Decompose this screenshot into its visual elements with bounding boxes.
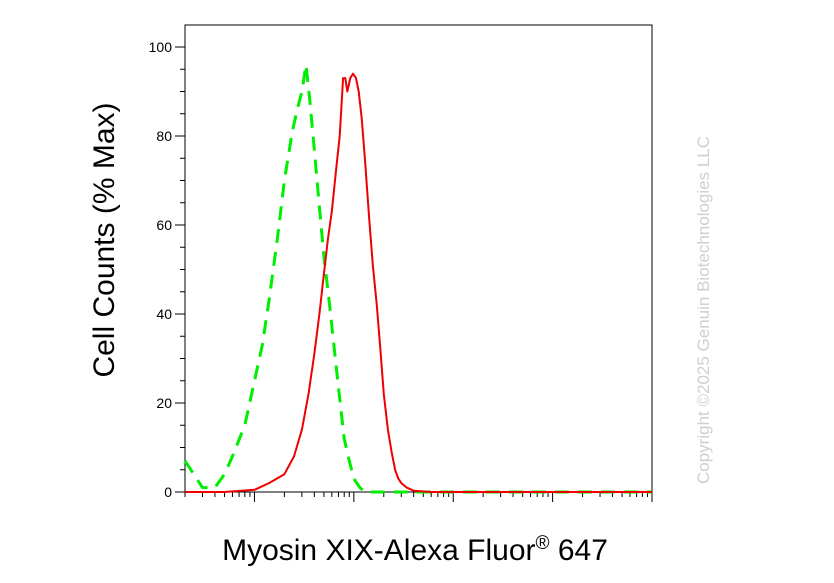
x-axis-label: Myosin XIX-Alexa Fluor® 647 <box>150 533 680 568</box>
y-axis-label: Cell Counts (% Max) <box>88 102 121 378</box>
y-axis: 0 20 40 60 80 100 <box>149 39 185 500</box>
y-tick-label: 40 <box>156 306 172 322</box>
x-axis-label-suffix: 647 <box>549 534 608 567</box>
x-axis-label-main: Myosin XIX-Alexa Fluor <box>222 534 536 567</box>
y-tick-label: 80 <box>156 128 172 144</box>
registered-mark: ® <box>535 533 550 554</box>
copyright-watermark: Copyright ©2025 Genuin Biotechnologies L… <box>694 135 713 484</box>
plot-area <box>184 24 653 493</box>
y-tick-label: 0 <box>164 484 172 500</box>
y-tick-label: 60 <box>156 217 172 233</box>
series-line-green-dashed <box>183 63 652 494</box>
y-tick-label: 20 <box>156 395 172 411</box>
series-line-red-solid <box>185 72 652 493</box>
y-tick-label: 100 <box>149 39 173 55</box>
series-layer <box>183 63 652 494</box>
